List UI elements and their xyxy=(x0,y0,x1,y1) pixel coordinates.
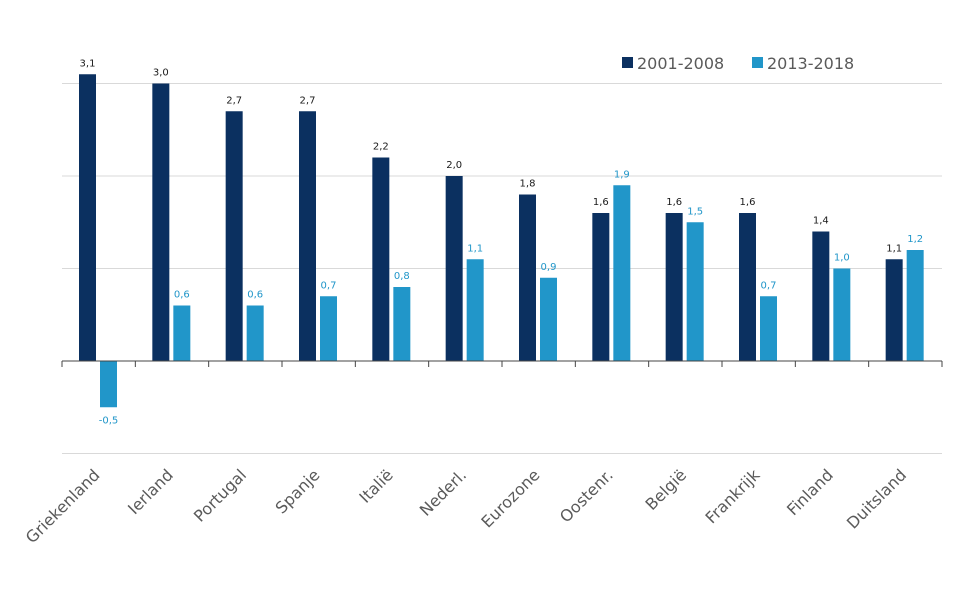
bar-2001-2008-Nederl. xyxy=(445,176,463,361)
category-label: Italië xyxy=(355,465,396,506)
category-label: Ierland xyxy=(124,465,177,518)
category-label: Portugal xyxy=(190,465,250,525)
bar-2013-2018-Nederl. xyxy=(466,259,484,361)
data-labels: 3,1 3,0 2,7 2,7 2,2 2,0 1,8 1,6 1,6 1,6 1,4 1,1 -0,5… xyxy=(80,58,924,426)
data-label: 1,6 xyxy=(740,197,756,208)
bar-2013-2018-Ierland xyxy=(173,305,191,361)
data-label: 1,4 xyxy=(813,216,829,227)
data-label: 0,7 xyxy=(761,280,777,291)
x-axis xyxy=(61,360,943,367)
bar-2013-2018-Italië xyxy=(393,287,411,361)
data-label: 0,8 xyxy=(394,271,410,282)
data-label: 1,6 xyxy=(593,197,609,208)
bar-2001-2008-Oostenr. xyxy=(592,213,610,361)
category-labels: Griekenland Ierland Portugal Spanje Italië Ne… xyxy=(22,465,910,547)
bar-2001-2008-Duitsland xyxy=(885,259,903,361)
bar-2013-2018-Portugal xyxy=(246,305,264,361)
bar-2013-2018-Griekenland xyxy=(100,361,117,408)
data-label: 1,1 xyxy=(886,243,902,254)
data-label: 1,8 xyxy=(520,179,536,190)
data-label: 1,6 xyxy=(666,197,682,208)
data-label: -0,5 xyxy=(99,415,119,426)
bar-2013-2018-Duitsland xyxy=(906,250,924,361)
data-label: 2,0 xyxy=(446,160,462,171)
bar-2013-2018-België xyxy=(686,222,704,361)
bar-2001-2008-Griekenland xyxy=(79,74,96,361)
bar-2001-2008-Eurozone xyxy=(519,194,536,361)
bars xyxy=(79,74,924,408)
bar-2001-2008-Italië xyxy=(372,157,390,361)
bar-2001-2008-Portugal xyxy=(225,111,243,361)
bar-2001-2008-Spanje xyxy=(299,111,316,361)
data-label: 0,6 xyxy=(247,290,263,301)
legend-label: 2001-2008 xyxy=(637,54,724,73)
gridlines xyxy=(62,83,942,454)
data-label: 1,2 xyxy=(907,234,923,245)
category-label: Oostenr. xyxy=(556,465,617,526)
bar-2013-2018-Eurozone xyxy=(540,277,557,361)
bar-2001-2008-Frankrijk xyxy=(739,213,756,361)
data-label: 0,7 xyxy=(321,280,337,291)
data-label: 2,7 xyxy=(226,95,242,106)
legend-swatch xyxy=(622,57,633,68)
legend: 2001-2008 2013-2018 xyxy=(622,54,854,73)
data-label: 2,7 xyxy=(300,95,316,106)
category-label: Duitsland xyxy=(843,465,910,532)
legend-swatch xyxy=(752,57,763,68)
data-label: 1,0 xyxy=(834,253,850,264)
bar-2001-2008-Ierland xyxy=(152,83,170,361)
bar-2013-2018-Finland xyxy=(833,268,851,361)
legend-label: 2013-2018 xyxy=(767,54,854,73)
bar-2013-2018-Oostenr. xyxy=(613,185,631,361)
data-label: 0,6 xyxy=(174,290,190,301)
category-label: Eurozone xyxy=(477,465,543,531)
bar-2013-2018-Frankrijk xyxy=(760,296,777,361)
category-label: Finland xyxy=(783,465,837,519)
data-label: 1,1 xyxy=(467,243,483,254)
category-label: Nederl. xyxy=(416,465,470,519)
category-label: België xyxy=(642,465,691,514)
data-label: 2,2 xyxy=(373,142,389,153)
category-label: Griekenland xyxy=(22,465,104,547)
category-label: Frankrijk xyxy=(702,465,764,527)
bar-2001-2008-België xyxy=(665,213,683,361)
data-label: 1,9 xyxy=(614,169,630,180)
data-label: 1,5 xyxy=(687,206,703,217)
bar-2013-2018-Spanje xyxy=(320,296,337,361)
data-label: 3,1 xyxy=(80,58,96,69)
data-label: 3,0 xyxy=(153,68,169,79)
category-label: Spanje xyxy=(271,465,323,517)
bar-2001-2008-Finland xyxy=(812,231,830,361)
data-label: 0,9 xyxy=(541,262,557,273)
